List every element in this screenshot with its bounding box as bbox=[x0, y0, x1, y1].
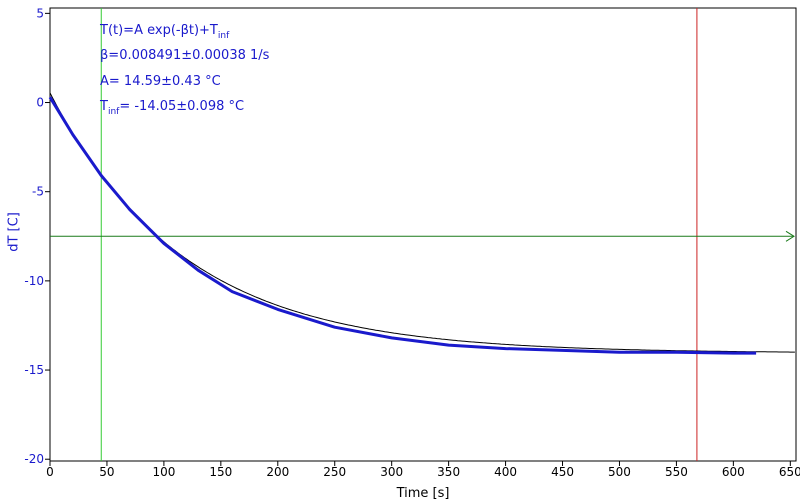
x-tick-label: 400 bbox=[494, 465, 517, 479]
y-axis-title: dT [C] bbox=[7, 212, 22, 252]
x-tick-label: 0 bbox=[46, 465, 54, 479]
x-tick-label: 150 bbox=[209, 465, 232, 479]
fit-curve bbox=[49, 92, 795, 353]
y-axis: 5 0 -5 -10 -15 -20 bbox=[24, 6, 50, 466]
x-tick-label: 550 bbox=[665, 465, 688, 479]
x-tick-label: 600 bbox=[722, 465, 745, 479]
data-curve bbox=[48, 96, 757, 355]
y-tick-label: 5 bbox=[36, 6, 44, 20]
x-tick-label: 650 bbox=[779, 465, 800, 479]
fit-annotation: T(t)=A exp(-βt)+Tinf β=0.008491±0.00038 … bbox=[99, 23, 270, 117]
x-tick-label: 50 bbox=[99, 465, 114, 479]
horizontal-line-arrow bbox=[785, 230, 795, 242]
annotation-tinf: Tinf= -14.05±0.098 °C bbox=[99, 99, 244, 117]
y-tick-label: -5 bbox=[32, 185, 44, 199]
annotation-amplitude: A= 14.59±0.43 °C bbox=[100, 74, 221, 89]
plot-frame bbox=[49, 7, 797, 462]
x-tick-label: 100 bbox=[152, 465, 175, 479]
y-tick-label: -10 bbox=[24, 274, 44, 288]
x-tick-label: 350 bbox=[437, 465, 460, 479]
y-tick-label: -15 bbox=[24, 363, 44, 377]
annotation-formula: T(t)=A exp(-βt)+Tinf bbox=[99, 23, 230, 41]
y-tick-label: -20 bbox=[24, 452, 44, 466]
x-tick-label: 250 bbox=[323, 465, 346, 479]
x-axis: 0 50 100 150 200 250 300 350 400 450 500 550 600 650 bbox=[46, 461, 800, 479]
x-tick-label: 300 bbox=[380, 465, 403, 479]
y-tick-label: 0 bbox=[36, 96, 44, 110]
x-tick-label: 500 bbox=[608, 465, 631, 479]
annotation-beta: β=0.008491±0.00038 1/s bbox=[100, 48, 270, 63]
x-tick-label: 450 bbox=[551, 465, 574, 479]
x-axis-title: Time [s] bbox=[396, 486, 450, 501]
x-tick-label: 200 bbox=[266, 465, 289, 479]
